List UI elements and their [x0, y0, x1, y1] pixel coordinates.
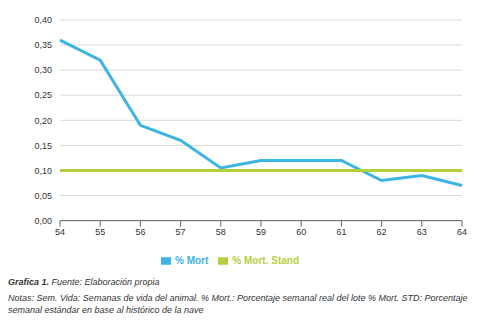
svg-text:58: 58: [216, 227, 226, 237]
html-text:Notas: Sem. Vida: Semanas de v: Notas: Sem. Vida: Semanas de vida del an…: [8, 293, 468, 315]
html-text:Grafica 1. Fuente: Elaboración: Grafica 1. Fuente: Elaboración propia: [8, 277, 160, 287]
svg-text:62: 62: [377, 227, 387, 237]
svg-text:57: 57: [176, 227, 186, 237]
svg-text:55: 55: [95, 227, 105, 237]
svg-text:61: 61: [336, 227, 346, 237]
svg-text:0,05: 0,05: [34, 191, 52, 201]
svg-text:0,00: 0,00: [34, 216, 52, 226]
svg-text:59: 59: [256, 227, 266, 237]
html-text:% Mort. Stand: % Mort. Stand: [232, 254, 299, 266]
svg-text:0,40: 0,40: [34, 15, 52, 25]
svg-text:0,30: 0,30: [34, 65, 52, 75]
svg-text:54: 54: [55, 227, 65, 237]
svg-text:0,35: 0,35: [34, 40, 52, 50]
svg-text:60: 60: [296, 227, 306, 237]
svg-text:0,25: 0,25: [34, 90, 52, 100]
html-text:% Mort: % Mort: [175, 254, 209, 266]
svg-text:64: 64: [457, 227, 467, 237]
svg-text:0,15: 0,15: [34, 141, 52, 151]
svg-text:56: 56: [135, 227, 145, 237]
svg-text:0,10: 0,10: [34, 166, 52, 176]
svg-text:0,20: 0,20: [34, 116, 52, 126]
svg-text:63: 63: [417, 227, 427, 237]
